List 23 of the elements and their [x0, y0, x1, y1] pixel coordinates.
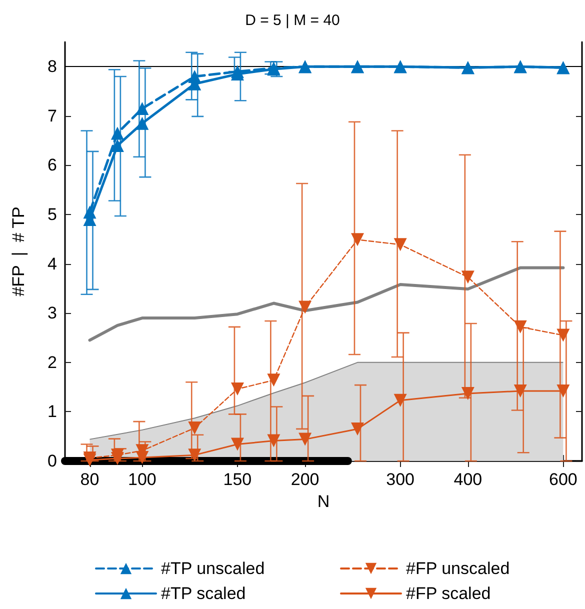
y-tick-label: 7 — [48, 106, 57, 126]
y-tick-label: 5 — [48, 205, 57, 224]
x-tick-label: 400 — [454, 470, 482, 489]
x-tick-label: 300 — [386, 470, 415, 489]
y-tick-label: 2 — [48, 352, 57, 372]
y-axis-title: #FP | # TP — [9, 206, 28, 296]
x-tick-label: 80 — [80, 470, 100, 489]
x-tick-label: 600 — [549, 470, 578, 489]
y-tick-label: 8 — [48, 57, 57, 76]
y-tick-label: 1 — [48, 402, 57, 422]
legend-label: #FP scaled — [406, 584, 491, 603]
legend-label: #FP unscaled — [406, 559, 510, 578]
legend-label: #TP scaled — [161, 584, 246, 603]
x-tick-label: 100 — [128, 470, 156, 489]
y-tick-label: 3 — [48, 304, 57, 323]
x-tick-label: 150 — [223, 470, 252, 489]
y-tick-label: 4 — [48, 254, 57, 274]
x-tick-label: 200 — [290, 470, 320, 489]
x-axis-title: N — [317, 492, 330, 511]
chart-title: D = 5 | M = 40 — [245, 12, 340, 29]
y-tick-label: 6 — [48, 156, 57, 175]
y-tick-label: 0 — [48, 452, 57, 470]
legend-label: #TP unscaled — [161, 559, 265, 578]
